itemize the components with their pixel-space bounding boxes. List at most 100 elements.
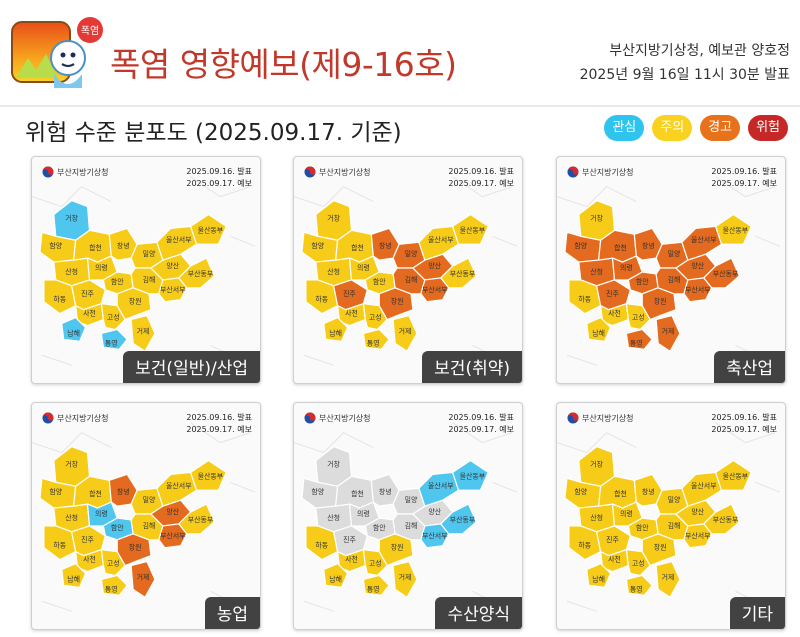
taegeuk-icon [42,412,54,424]
region-label-함양: 함양 [574,241,587,250]
region-label-진주: 진주 [343,289,356,298]
region-label-창원: 창원 [391,297,404,306]
region-label-사천: 사천 [83,555,96,564]
region-label-밀양: 밀양 [405,496,418,504]
issue-date: 2025.09.16. 발표 [448,167,514,176]
region-label-하동: 하동 [53,295,66,304]
forecast-date: 2025.09.17. 예보 [711,425,777,434]
region-울산동부[interactable] [452,459,489,491]
region-label-의령: 의령 [95,509,108,518]
region-label-울산서부: 울산서부 [691,481,717,490]
category-label: 보건(일반)/산업 [123,351,260,383]
region-label-통영: 통영 [630,338,643,347]
map-panel-other[interactable]: 거창 함양 산청 하동 합천 의령 창녕 함안 진주 사천 고성 창원 밀양 김해 양산 울산서부 울산동부 부산… [556,402,786,630]
logo-badge: 폭염 [81,25,99,37]
region-통영[interactable] [625,574,653,596]
region-label-사천: 사천 [83,309,96,318]
region-label-산청: 산청 [65,267,78,276]
legend-interest: 관심 [604,115,645,141]
region-부산서부[interactable] [683,523,713,549]
issue-date: 2025.09.16. 발표 [711,167,777,176]
region-울산동부[interactable] [190,213,227,245]
region-label-울산동부: 울산동부 [723,471,749,480]
map-panel-aquaculture[interactable]: 거창 함양 산청 하동 합천 의령 창녕 함안 진주 사천 고성 창원 밀양 김해 양산 울산서부 울산동부 부산… [293,402,523,630]
region-label-부산서부: 부산서부 [685,285,711,294]
agency-name: 부산지방기상청 [319,413,371,423]
region-울산동부[interactable] [190,459,227,491]
map-panel-livestock[interactable]: 거창 함양 산청 하동 합천 의령 창녕 함안 진주 사천 고성 창원 밀양 김해 양산 울산서부 울산동부 부산… [556,156,786,384]
region-label-양산: 양산 [166,261,179,270]
issue-date: 2025.09.16. 발표 [186,167,252,176]
region-거제[interactable] [130,315,156,352]
legend-danger: 위험 [748,115,788,141]
agency-name: 부산지방기상청 [57,413,109,423]
region-부산서부[interactable] [158,523,188,549]
region-label-울산서부: 울산서부 [691,235,717,244]
map-panel-agriculture[interactable]: 거창 함양 산청 하동 합천 의령 창녕 함안 진주 사천 고성 창원 밀양 김해 양산 울산서부 울산동부 부산… [31,402,261,630]
region-거제[interactable] [130,561,156,598]
agency-mark: 부산지방기상청 [304,166,371,178]
map-panel-health-vulnerable[interactable]: 거창 함양 산청 하동 합천 의령 창녕 함안 진주 사천 고성 창원 밀양 김해 양산 울산서부 울산동부 부산… [293,156,523,384]
region-label-울산서부: 울산서부 [428,481,454,490]
region-label-함양: 함양 [49,487,62,496]
region-통영[interactable] [362,574,390,596]
agency-name: 부산지방기상청 [57,167,109,177]
region-부산서부[interactable] [420,523,450,549]
region-거제[interactable] [655,561,681,598]
region-부산서부[interactable] [683,277,713,303]
region-label-양산: 양산 [428,261,441,270]
region-거제[interactable] [392,315,418,352]
region-남해[interactable] [586,562,612,588]
region-label-산청: 산청 [65,513,78,522]
region-남해[interactable] [586,316,612,342]
map-panel-health-general[interactable]: 거창 함양 산청 하동 합천 의령 창녕 함안 진주 사천 고성 창원 밀양 김해 양산 울산서부 울산동부 부산… [31,156,261,384]
category-label: 농업 [204,597,260,629]
region-label-진주: 진주 [81,289,94,298]
region-label-창녕: 창녕 [117,242,130,250]
region-통영[interactable] [362,328,390,350]
region-label-함양: 함양 [574,487,587,496]
region-label-부산동부: 부산동부 [188,515,214,524]
region-label-거제: 거제 [662,572,675,581]
region-통영[interactable] [100,574,128,596]
region-label-부산서부: 부산서부 [685,531,711,540]
region-거제[interactable] [392,561,418,598]
region-울산동부[interactable] [715,459,752,491]
region-통영[interactable] [625,328,653,350]
region-label-거창: 거창 [65,459,78,468]
region-label-의령: 의령 [357,509,370,518]
region-label-함양: 함양 [311,487,324,496]
region-거제[interactable] [655,315,681,352]
region-label-거창: 거창 [327,213,340,222]
region-label-함안: 함안 [373,277,386,286]
region-남해[interactable] [61,316,87,342]
region-label-의령: 의령 [357,263,370,272]
region-label-울산서부: 울산서부 [166,481,192,490]
region-울산동부[interactable] [715,213,752,245]
issue-date: 2025.09.16. 발표 [448,413,514,422]
region-label-진주: 진주 [343,535,356,544]
region-남해[interactable] [323,562,349,588]
region-남해[interactable] [323,316,349,342]
region-label-하동: 하동 [578,541,591,550]
region-울산동부[interactable] [452,213,489,245]
region-label-사천: 사천 [345,555,358,564]
region-부산서부[interactable] [420,277,450,303]
region-남해[interactable] [61,562,87,588]
region-label-남해: 남해 [329,574,342,583]
category-label: 축산업 [714,351,785,383]
region-label-울산동부: 울산동부 [723,225,749,234]
taegeuk-icon [567,166,579,178]
region-label-김해: 김해 [668,521,681,530]
region-부산서부[interactable] [158,277,188,303]
region-label-거창: 거창 [590,459,603,468]
region-통영[interactable] [100,328,128,350]
region-label-울산서부: 울산서부 [428,235,454,244]
region-label-통영: 통영 [367,584,380,593]
region-label-고성: 고성 [107,313,120,322]
region-label-부산서부: 부산서부 [160,285,186,294]
region-label-부산동부: 부산동부 [450,515,476,524]
